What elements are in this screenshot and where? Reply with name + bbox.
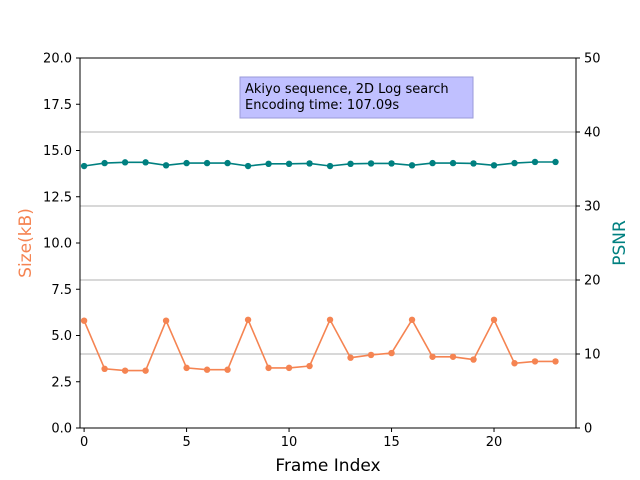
y-left-tick-label: 5.0: [51, 329, 72, 344]
data-point-left: [326, 316, 334, 323]
data-point-right: [306, 160, 313, 167]
data-point-right: [490, 162, 498, 169]
data-point-right: [326, 162, 334, 170]
data-point-left: [183, 364, 190, 372]
y-left-tick-label: 20.0: [43, 52, 72, 67]
x-tick-label: 0: [80, 435, 88, 450]
data-point-right: [367, 160, 375, 167]
y-left-tick-label: 12.5: [43, 190, 72, 205]
data-point-right: [470, 160, 477, 167]
data-point-left: [203, 366, 211, 373]
y-right-tick-label: 20: [584, 274, 601, 289]
data-point-left: [511, 360, 518, 367]
series-line-right: [83, 161, 556, 167]
y-right-tick-label: 40: [584, 126, 601, 141]
data-point-left: [429, 353, 436, 360]
data-point-left: [388, 349, 395, 357]
annotation-line-1: Akiyo sequence, 2D Log search: [245, 82, 449, 97]
y-left-tick-label: 15.0: [43, 144, 72, 159]
data-point-right: [285, 160, 293, 168]
data-point-right: [531, 158, 539, 166]
data-point-left: [347, 354, 354, 361]
data-point-left: [121, 367, 129, 374]
x-tick-label: 5: [182, 435, 190, 450]
data-point-left: [101, 365, 108, 372]
data-point-right: [162, 162, 170, 169]
data-point-right: [511, 159, 518, 167]
series-layer: [80, 158, 559, 374]
data-point-left: [142, 367, 149, 374]
data-point-left: [470, 356, 477, 363]
data-point-right: [183, 159, 190, 167]
annotation-box: Akiyo sequence, 2D Log search Encoding t…: [239, 76, 474, 119]
y-right-tick-label: 30: [584, 200, 601, 215]
data-point-right: [203, 159, 211, 167]
data-point-left: [162, 317, 170, 324]
data-point-left: [552, 358, 559, 365]
data-point-left: [80, 317, 88, 324]
y-left-tick-label: 7.5: [51, 283, 72, 298]
data-point-right: [142, 159, 149, 166]
data-point-right: [347, 160, 354, 168]
data-point-right: [80, 162, 88, 170]
y-left-tick-label: 2.5: [51, 375, 72, 390]
y-left-tick-label: 10.0: [43, 237, 72, 252]
x-tick-label: 15: [383, 435, 400, 450]
y-left-tick-label: 17.5: [43, 98, 72, 113]
ticks-layer: 0 5 10 15 20 0.0 2.5 5.0 7.5 10.0 12.5 15.0 17.5 20.0…: [43, 52, 601, 451]
annotation-line-2: Encoding time: 107.09s: [245, 98, 399, 113]
data-point-left: [224, 366, 231, 373]
data-point-right: [265, 160, 272, 168]
data-point-left: [531, 358, 539, 365]
y-right-axis-label: PSNR: [610, 220, 630, 266]
x-tick-label: 20: [486, 435, 503, 450]
data-point-right: [408, 162, 416, 169]
data-point-left: [306, 362, 313, 370]
data-point-right: [388, 160, 395, 167]
data-point-left: [449, 353, 457, 360]
y-right-tick-label: 0: [584, 422, 592, 437]
data-point-right: [552, 158, 559, 166]
annotation-background: [239, 76, 474, 119]
data-point-right: [449, 159, 457, 167]
x-axis-label: Frame Index: [275, 456, 380, 476]
y-right-tick-label: 50: [584, 52, 601, 67]
data-point-left: [244, 316, 252, 323]
data-point-left: [408, 316, 416, 323]
y-right-tick-label: 10: [584, 348, 601, 363]
y-left-tick-label: 0.0: [51, 422, 72, 437]
grid-layer: [80, 131, 576, 355]
data-point-left: [367, 351, 375, 359]
data-point-right: [101, 159, 108, 167]
data-point-left: [490, 316, 498, 323]
data-point-right: [244, 162, 252, 170]
y-left-axis-label: Size(kB): [16, 208, 36, 278]
data-point-left: [265, 364, 272, 372]
data-point-right: [429, 159, 436, 167]
series-line-left: [83, 317, 556, 372]
data-point-right: [224, 159, 231, 167]
x-tick-label: 10: [281, 435, 298, 450]
data-point-right: [121, 159, 129, 166]
data-point-left: [285, 364, 293, 372]
